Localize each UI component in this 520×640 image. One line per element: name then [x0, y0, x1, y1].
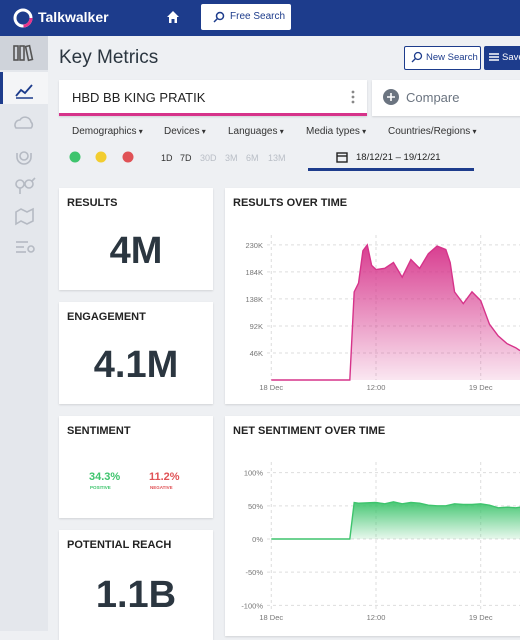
- range-option[interactable]: 7D: [180, 153, 192, 163]
- results-chart-card: RESULTS OVER TIME: [225, 188, 520, 404]
- range-option[interactable]: 3M: [225, 153, 238, 163]
- sidebar: [0, 36, 48, 631]
- query-text: HBD BB KING PRATIK: [72, 90, 206, 105]
- search-icon: [213, 11, 225, 23]
- metric-label: POTENTIAL REACH: [67, 539, 172, 551]
- query-menu[interactable]: [350, 89, 356, 105]
- new-search-label: New Search: [426, 52, 478, 63]
- compare-icon: [383, 89, 399, 105]
- metric-label: SENTIMENT: [67, 425, 131, 437]
- sentiment-card: SENTIMENT 34.3% POSITIVE 11.2% NEGATIVE: [59, 416, 213, 518]
- new-search-icon: [411, 51, 423, 63]
- metric-value: 4M: [109, 230, 163, 272]
- reach-card: POTENTIAL REACH 1.1B: [59, 530, 213, 640]
- home-icon[interactable]: [166, 10, 180, 24]
- metric-label: RESULTS: [67, 197, 118, 209]
- date-range[interactable]: 18/12/21 – 19/12/21: [356, 152, 441, 163]
- date-underline: [308, 168, 474, 171]
- engagement-card: ENGAGEMENT 4.1M: [59, 302, 213, 404]
- negative-value: 11.2%: [149, 471, 180, 483]
- page-title: Key Metrics: [59, 47, 159, 68]
- filter[interactable]: Languages: [228, 126, 284, 137]
- chart-title: RESULTS OVER TIME: [233, 197, 348, 209]
- brand[interactable]: Talkwalker: [38, 9, 109, 25]
- save-icon: [489, 53, 499, 61]
- new-search-button[interactable]: [404, 46, 481, 70]
- sentiment-chart-card: NET SENTIMENT OVER TIME: [225, 416, 520, 636]
- compare-label: Compare: [406, 90, 460, 105]
- range-option[interactable]: 1D: [161, 153, 173, 163]
- free-search-label: Free Search: [230, 11, 286, 22]
- calendar-icon[interactable]: [336, 151, 348, 163]
- positive-value: 34.3%: [89, 471, 121, 483]
- chart-title: NET SENTIMENT OVER TIME: [233, 425, 386, 437]
- logo-icon: [13, 8, 33, 28]
- metric-value: 4.1M: [93, 344, 179, 386]
- filter[interactable]: Devices: [164, 126, 206, 137]
- sentiment-faces[interactable]: [68, 150, 138, 164]
- negative-label: NEGATIVE: [150, 485, 173, 490]
- filter[interactable]: Demographics: [72, 126, 143, 137]
- range-option[interactable]: 30D: [200, 153, 217, 163]
- range-option[interactable]: 13M: [268, 153, 286, 163]
- results-card: RESULTS 4M: [59, 188, 213, 290]
- save-button[interactable]: [484, 46, 520, 70]
- metric-value: 1.1B: [95, 574, 177, 616]
- sidebar-icons: [13, 44, 36, 253]
- range-option[interactable]: 6M: [246, 153, 259, 163]
- positive-label: POSITIVE: [90, 485, 111, 490]
- filter[interactable]: Countries/Regions: [388, 126, 477, 137]
- query-underline: [59, 113, 367, 116]
- metric-label: ENGAGEMENT: [67, 311, 146, 323]
- filter[interactable]: Media types: [306, 126, 366, 137]
- save-label: Save: [502, 52, 520, 63]
- query-card[interactable]: [59, 80, 367, 116]
